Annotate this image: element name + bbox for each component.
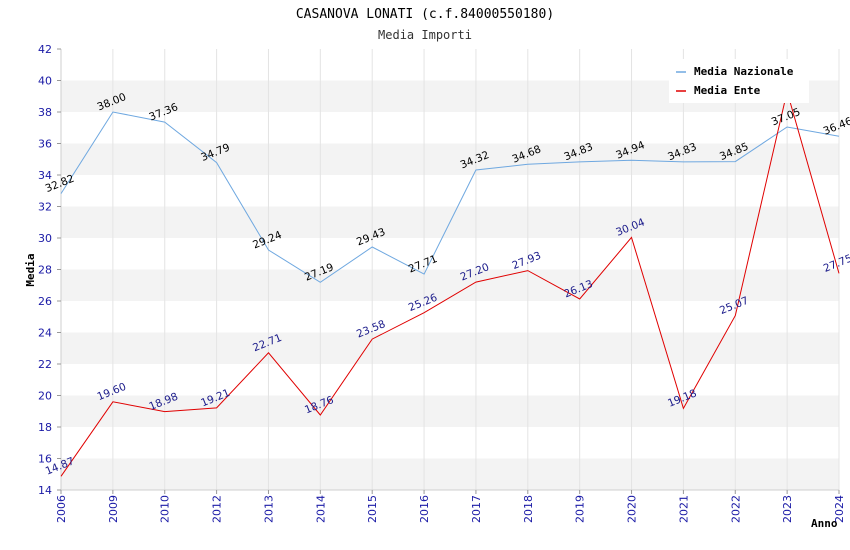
x-tick-label: 2006 bbox=[55, 495, 68, 523]
y-tick-label: 34 bbox=[38, 169, 52, 182]
y-tick-label: 14 bbox=[38, 484, 52, 497]
y-tick-label: 22 bbox=[38, 358, 52, 371]
x-tick-label: 2022 bbox=[729, 495, 742, 523]
y-axis-ticks: 14 16 18 20 22 24 26 28 30 32 34 36 38 40 42 bbox=[38, 43, 61, 497]
x-tick-label: 2018 bbox=[522, 495, 535, 523]
grid-band bbox=[61, 364, 839, 396]
x-tick-label: 2015 bbox=[366, 495, 379, 523]
y-tick-label: 28 bbox=[38, 264, 52, 277]
series-line-ente bbox=[60, 91, 840, 477]
x-tick-label: 2010 bbox=[159, 495, 172, 523]
x-tick-label: 2017 bbox=[470, 495, 483, 523]
legend-label: Media Nazionale bbox=[694, 65, 794, 78]
legend-box bbox=[669, 59, 809, 103]
y-tick-label: 30 bbox=[38, 232, 52, 245]
x-tick-label: 2013 bbox=[262, 495, 275, 523]
y-tick-label: 38 bbox=[38, 106, 52, 119]
series-line-nazionale bbox=[60, 111, 840, 283]
y-tick-label: 16 bbox=[38, 453, 52, 466]
x-tick-label: 2012 bbox=[211, 495, 224, 523]
legend: Media Nazionale Media Ente bbox=[669, 59, 809, 103]
x-tick-label: 2024 bbox=[833, 495, 846, 523]
series-lines bbox=[60, 91, 840, 477]
y-tick-label: 24 bbox=[38, 327, 52, 340]
y-tick-label: 26 bbox=[38, 295, 52, 308]
y-tick-label: 42 bbox=[38, 43, 52, 56]
y-tick-label: 36 bbox=[38, 138, 52, 151]
grid-band bbox=[61, 301, 839, 333]
y-axis-label: Media bbox=[24, 253, 37, 286]
grid-band bbox=[61, 427, 839, 459]
y-tick-label: 20 bbox=[38, 390, 52, 403]
grid-band bbox=[61, 332, 839, 364]
x-tick-label: 2016 bbox=[418, 495, 431, 523]
grid-band bbox=[61, 112, 839, 144]
chart-subtitle: Media Importi bbox=[378, 28, 472, 42]
x-tick-label: 2019 bbox=[574, 495, 587, 523]
x-tick-label: 2021 bbox=[677, 495, 690, 523]
x-axis-label: Anno bbox=[811, 517, 838, 530]
grid-band bbox=[61, 269, 839, 301]
grid-band bbox=[61, 395, 839, 427]
y-tick-label: 40 bbox=[38, 75, 52, 88]
y-tick-label: 32 bbox=[38, 201, 52, 214]
grid-band bbox=[61, 143, 839, 175]
grid-band bbox=[61, 458, 839, 490]
y-tick-label: 18 bbox=[38, 421, 52, 434]
grid-band bbox=[61, 238, 839, 270]
x-axis-ticks: 2006 2009 2010 2012 2013 2014 2015 2016 2017 2018… bbox=[55, 490, 846, 523]
chart-title: CASANOVA LONATI (c.f.84000550180) bbox=[296, 7, 554, 22]
grid-bands bbox=[60, 49, 840, 491]
x-tick-label: 2023 bbox=[781, 495, 794, 523]
x-tick-label: 2014 bbox=[314, 495, 327, 523]
x-tick-label: 2020 bbox=[626, 495, 639, 523]
grid-band bbox=[61, 175, 839, 207]
x-tick-label: 2009 bbox=[107, 495, 120, 523]
legend-label: Media Ente bbox=[694, 84, 761, 97]
